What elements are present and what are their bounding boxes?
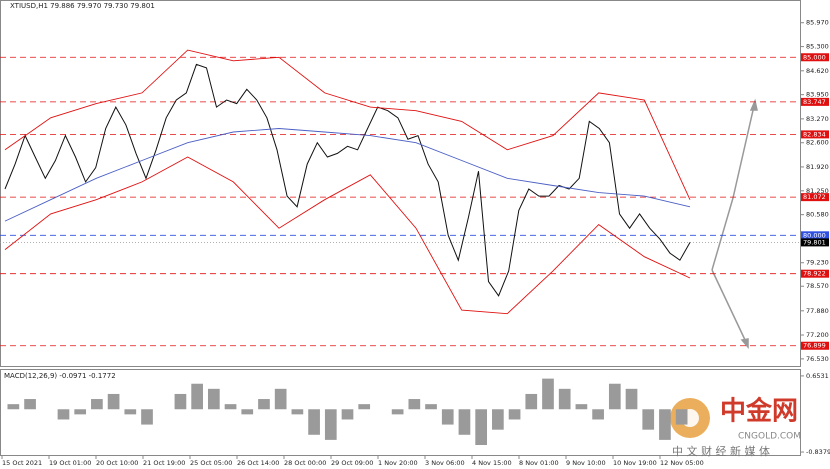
x-tick-label: 21 Oct 19:00 — [143, 459, 185, 467]
macd-bar — [224, 404, 237, 410]
watermark-brand: 中金网 — [720, 396, 798, 427]
macd-bar — [642, 409, 655, 430]
macd-bar — [525, 393, 538, 410]
macd-bar — [508, 409, 521, 420]
x-tick-label: 3 Nov 06:00 — [425, 459, 465, 467]
macd-bar — [592, 409, 604, 420]
macd-bar — [191, 383, 203, 410]
y-tick-label: 82.600 — [806, 139, 829, 147]
macd-bar — [341, 409, 354, 420]
x-tick-label: 29 Oct 09:00 — [331, 459, 373, 467]
x-tick-label: 28 Oct 00:00 — [284, 459, 326, 467]
macd-bar — [308, 409, 320, 435]
macd-bar — [107, 393, 120, 410]
macd-bar — [7, 404, 20, 410]
level-badge — [801, 97, 829, 106]
macd-bar — [241, 409, 254, 415]
y-tick-label: 83.270 — [806, 115, 829, 123]
macd-bar — [258, 399, 270, 410]
level-label: 79.801 — [803, 238, 826, 246]
macd-bar — [391, 409, 404, 415]
macd-bar — [57, 409, 70, 420]
macd-bar — [207, 388, 220, 410]
y-tick-label: 77.200 — [806, 331, 829, 339]
x-tick-label: 8 Nov 01:00 — [519, 459, 559, 467]
x-tick-label: 1 Nov 20:00 — [378, 459, 418, 467]
macd-bar — [291, 409, 304, 415]
bollinger-band — [4, 49, 691, 200]
level-badge — [801, 269, 829, 278]
level-label: 85.000 — [803, 53, 826, 61]
watermark-slogan: 中 文 财 经 新 媒 体 — [672, 444, 770, 458]
macd-bar — [408, 399, 421, 410]
macd-bar — [324, 409, 337, 440]
y-tick-label: 77.880 — [806, 307, 829, 315]
x-tick-label: 4 Nov 15:00 — [472, 459, 512, 467]
macd-bar — [425, 404, 437, 410]
x-tick-label: 9 Nov 10:00 — [566, 459, 606, 467]
x-tick-label: 10 Nov 19:00 — [613, 459, 657, 467]
level-label: 82.834 — [803, 130, 826, 138]
moving-average — [4, 128, 691, 222]
macd-bar — [542, 378, 554, 410]
y-tick-label: 76.530 — [806, 355, 829, 363]
macd-bar — [675, 409, 688, 425]
macd-bar — [575, 404, 588, 410]
level-badge — [801, 193, 829, 202]
macd-bar — [141, 409, 153, 425]
level-badge — [801, 238, 829, 247]
macd-bar — [174, 393, 187, 410]
chart-title: XTIUSD,H1 79.886 79.970 79.730 79.801 — [10, 2, 155, 10]
main-frame — [0, 0, 801, 367]
level-badge — [801, 341, 829, 350]
price-line — [4, 63, 691, 297]
macd-bar — [558, 388, 571, 410]
y-tick-label: 85.970 — [806, 19, 829, 27]
level-badge — [801, 53, 829, 62]
x-tick-label: 15 Oct 2021 — [2, 459, 42, 467]
macd-bar — [124, 409, 137, 415]
level-label: 78.922 — [803, 270, 826, 278]
level-label: 81.072 — [803, 193, 826, 201]
macd-bar — [91, 399, 103, 410]
macd-bar — [625, 388, 638, 410]
macd-bar — [659, 409, 671, 440]
macd-bar — [608, 383, 621, 410]
level-label: 76.899 — [803, 342, 826, 350]
y-tick-label: 83.950 — [806, 91, 829, 99]
x-tick-label: 20 Oct 10:00 — [96, 459, 138, 467]
bollinger-band — [4, 156, 691, 315]
y-tick-label: 0.6531 — [806, 372, 829, 380]
y-tick-label: 81.250 — [806, 187, 829, 195]
macd-title: MACD(12,26,9) -0.0971 -0.1772 — [4, 372, 116, 380]
macd-bar — [492, 409, 504, 430]
macd-bar — [74, 409, 87, 415]
y-tick-label: 85.300 — [806, 43, 829, 51]
x-tick-label: 12 Nov 05:00 — [660, 459, 704, 467]
x-tick-label: 25 Oct 05:00 — [190, 459, 232, 467]
y-tick-label: 84.620 — [806, 67, 829, 75]
y-tick-label: 79.230 — [806, 259, 829, 267]
macd-bar — [441, 409, 454, 425]
y-tick-label: -0.8379 — [806, 448, 830, 456]
y-tick-label: 80.580 — [806, 211, 829, 219]
macd-bar — [458, 409, 471, 435]
watermark-site: CNGOLD.COM — [738, 432, 801, 442]
x-tick-label: 19 Oct 01:00 — [49, 459, 91, 467]
macd-frame — [0, 369, 801, 456]
macd-bar — [475, 409, 488, 445]
level-label: 83.747 — [803, 98, 826, 106]
x-tick-label: 26 Oct 14:00 — [237, 459, 279, 467]
level-badge — [801, 130, 829, 139]
level-badge — [801, 231, 829, 240]
macd-bar — [274, 388, 287, 410]
y-tick-label: 78.570 — [806, 282, 829, 290]
level-label: 80.000 — [803, 231, 826, 239]
arrows — [711, 98, 758, 350]
macd-bar — [358, 404, 371, 410]
y-tick-label: 81.920 — [806, 163, 829, 171]
macd-bar — [24, 399, 36, 410]
